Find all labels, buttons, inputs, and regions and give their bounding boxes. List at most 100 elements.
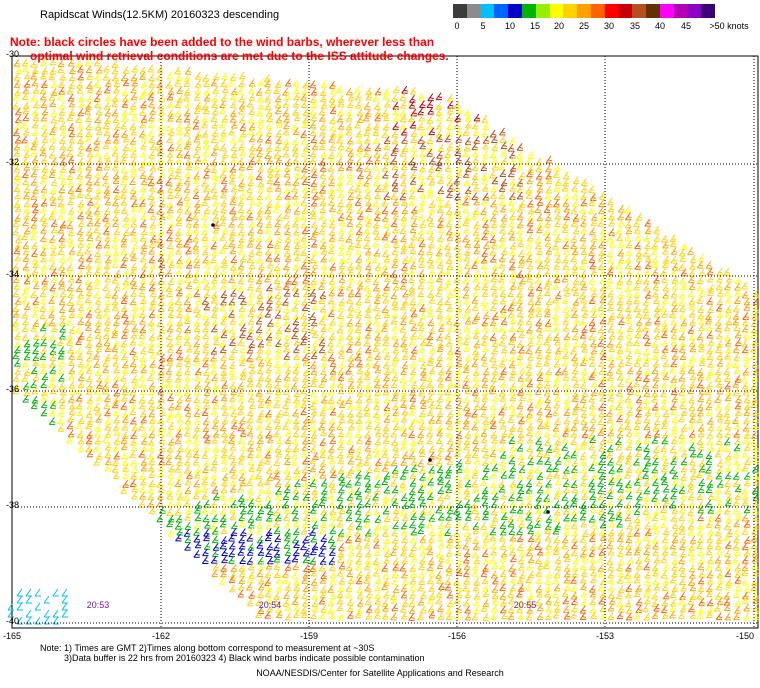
- wind-barb: [453, 506, 460, 515]
- wind-barb: [166, 200, 173, 208]
- wind-barb: [381, 449, 389, 458]
- wind-barb: [553, 491, 561, 500]
- wind-barb: [293, 162, 301, 171]
- wind-barb: [418, 388, 425, 397]
- wind-barb: [372, 344, 379, 353]
- wind-barb: [49, 408, 56, 417]
- wind-barb: [706, 471, 713, 480]
- wind-barb: [48, 170, 56, 178]
- wind-barb: [300, 136, 308, 145]
- wind-barb: [85, 309, 93, 318]
- wind-barb: [499, 464, 506, 473]
- wind-barb: [402, 465, 409, 474]
- wind-barb: [464, 331, 471, 339]
- wind-barb: [716, 267, 724, 276]
- wind-barb: [408, 288, 416, 297]
- wind-barb: [139, 380, 146, 389]
- wind-barbs: [7, 57, 760, 625]
- wind-barb: [301, 449, 308, 458]
- wind-barb: [212, 415, 220, 424]
- wind-barb: [652, 380, 659, 389]
- wind-barb: [392, 422, 400, 431]
- wind-barb: [58, 373, 65, 382]
- wind-barb: [374, 352, 381, 360]
- wind-barb: [588, 562, 596, 571]
- wind-barb: [671, 505, 679, 514]
- wind-barb: [706, 381, 713, 390]
- wind-barb: [347, 192, 354, 200]
- wind-barb: [527, 526, 534, 535]
- wind-barb: [355, 191, 363, 199]
- wind-barb: [426, 190, 434, 199]
- wind-barb: [329, 380, 337, 389]
- wind-barb: [660, 451, 668, 460]
- wind-barb: [247, 436, 255, 445]
- wind-barb: [256, 422, 263, 431]
- wind-barb: [265, 521, 272, 529]
- wind-barb: [698, 386, 706, 395]
- wind-barb: [543, 561, 550, 570]
- wind-barb: [372, 255, 379, 263]
- wind-barb: [599, 276, 606, 285]
- wind-barb: [732, 542, 740, 551]
- wind-barb: [373, 507, 381, 516]
- wind-barb: [401, 407, 409, 416]
- wind-barb: [273, 227, 281, 236]
- wind-barb: [688, 442, 695, 451]
- wind-barb: [697, 535, 704, 544]
- wind-barb: [23, 352, 31, 361]
- wind-barb: [111, 73, 119, 82]
- wind-barb: [751, 486, 759, 495]
- wind-barb: [670, 484, 678, 493]
- wind-barb: [94, 331, 102, 340]
- wind-barb: [463, 365, 470, 374]
- wind-barb: [408, 254, 415, 263]
- wind-barb: [255, 332, 263, 341]
- wind-barb: [742, 436, 750, 445]
- wind-barb: [608, 228, 615, 236]
- wind-barb: [509, 443, 517, 451]
- wind-barb: [419, 556, 426, 565]
- wind-barb: [336, 422, 343, 431]
- wind-barb: [58, 86, 65, 95]
- wind-barb: [318, 296, 326, 305]
- wind-barb: [68, 407, 76, 416]
- wind-barb: [401, 351, 409, 360]
- wind-barb: [509, 136, 516, 145]
- wind-barb: [192, 219, 200, 228]
- wind-barb: [464, 239, 471, 248]
- wind-barb: [158, 212, 166, 221]
- wind-barb: [256, 310, 264, 319]
- wind-barb: [463, 442, 470, 451]
- wind-barb: [670, 255, 678, 264]
- wind-barb: [462, 310, 469, 319]
- wind-barb: [680, 282, 688, 290]
- wind-barb: [284, 394, 292, 403]
- wind-barb: [508, 564, 515, 572]
- wind-barb: [68, 325, 76, 334]
- wind-barb: [373, 464, 381, 472]
- wind-barb: [293, 519, 300, 528]
- wind-barb: [435, 101, 442, 110]
- wind-barb: [183, 184, 191, 193]
- wind-barb: [283, 372, 291, 381]
- wind-barb: [264, 94, 271, 103]
- wind-barb: [616, 388, 623, 397]
- wind-barb: [553, 183, 561, 192]
- wind-barb: [50, 268, 58, 276]
- wind-barb: [724, 556, 732, 564]
- wind-barb: [31, 241, 38, 250]
- wind-barb: [463, 253, 470, 262]
- wind-barb: [562, 380, 569, 389]
- wind-barb: [328, 171, 335, 180]
- wind-barb: [697, 408, 704, 417]
- wind-barb: [689, 449, 697, 458]
- wind-barb: [284, 528, 291, 537]
- wind-barb: [372, 94, 379, 102]
- wind-barb: [30, 366, 38, 375]
- wind-barb: [688, 282, 696, 290]
- wind-barb: [293, 466, 300, 474]
- wind-barb: [210, 521, 217, 530]
- wind-barb: [31, 128, 39, 137]
- wind-barb: [374, 325, 382, 334]
